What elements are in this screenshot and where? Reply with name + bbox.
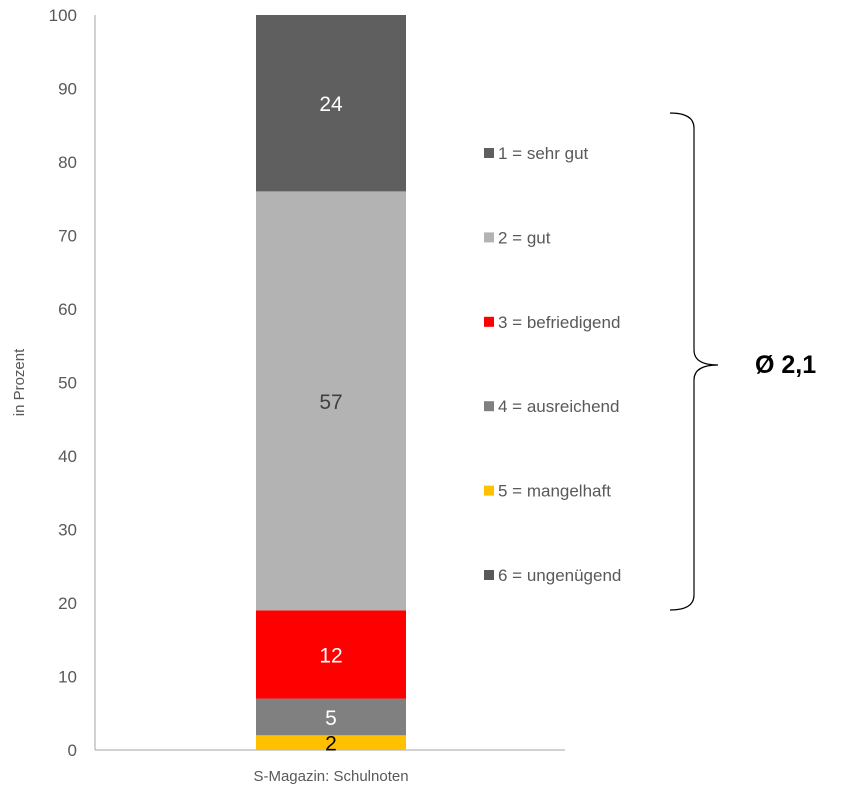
y-tick-label: 50	[58, 374, 77, 393]
bar-segment	[256, 698, 406, 736]
bar-segments	[256, 15, 406, 750]
average-annotation: Ø 2,1	[755, 351, 816, 379]
legend-item-label: 1 = sehr gut	[498, 144, 589, 163]
y-tick-label: 80	[58, 153, 77, 172]
segment-value-label: 5	[325, 707, 337, 730]
y-axis: 0 10 20 30 40 50 60 70 80 90 100	[49, 6, 565, 760]
legend-swatch	[484, 570, 494, 580]
y-tick-label: 0	[68, 741, 77, 760]
y-tick-label: 60	[58, 300, 77, 319]
segment-value-label: 57	[319, 391, 342, 414]
legend-swatch	[484, 485, 494, 496]
legend-swatch	[484, 401, 494, 412]
legend-swatch	[484, 232, 494, 243]
bar-segment	[256, 610, 406, 699]
y-tick-label: 90	[58, 80, 77, 99]
brace-bracket	[669, 112, 719, 611]
legend-item-label: 5 = mangelhaft	[498, 482, 611, 501]
bar-segment	[256, 735, 406, 750]
legend-item-label: 6 = ungenügend	[498, 566, 621, 585]
bar-segment	[256, 15, 406, 192]
bar-segment	[256, 191, 406, 611]
segment-value-label: 2	[325, 733, 337, 756]
legend: 1 = sehr gut 2 = gut 3 = befriedigend 4 = a…	[484, 144, 621, 585]
y-tick-label: 70	[58, 227, 77, 246]
y-tick-label: 30	[58, 521, 77, 540]
segment-labels: 2 5 12 57 24	[319, 93, 343, 755]
legend-item-label: 3 = befriedigend	[498, 313, 620, 332]
x-category-label: S-Magazin: Schulnoten	[253, 768, 408, 785]
y-tick-label: 20	[58, 594, 77, 613]
segment-value-label: 24	[319, 93, 343, 116]
y-axis-title: in Prozent	[11, 348, 28, 416]
legend-item-label: 2 = gut	[498, 228, 551, 247]
legend-swatch	[484, 316, 494, 327]
segment-value-label: 12	[319, 644, 342, 667]
legend-swatch	[484, 148, 494, 158]
legend-item-label: 4 = ausreichend	[498, 397, 619, 416]
y-tick-label: 100	[49, 6, 77, 25]
y-tick-label: 40	[58, 447, 77, 466]
y-tick-label: 10	[58, 668, 77, 687]
